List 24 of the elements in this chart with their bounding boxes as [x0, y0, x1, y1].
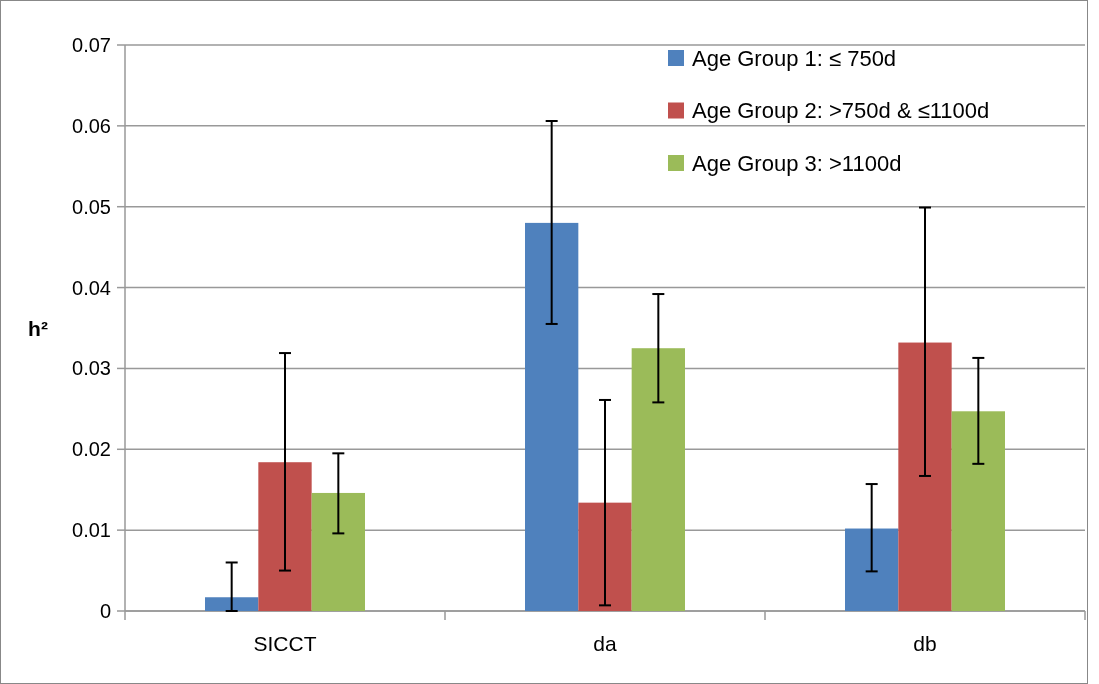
y-tick-label: 0.06 — [72, 114, 111, 137]
x-tick-label: db — [913, 632, 937, 655]
x-tick-label: SICCT — [253, 632, 317, 655]
bar — [898, 342, 952, 611]
legend-label: Age Group 1: ≤ 750d — [692, 45, 897, 71]
bar — [258, 462, 312, 611]
bar — [845, 528, 899, 611]
y-tick-label: 0.03 — [72, 357, 111, 380]
y-tick-label: 0.07 — [72, 34, 111, 56]
bar — [951, 411, 1005, 611]
bar — [525, 222, 579, 611]
y-tick-label: 0.04 — [72, 276, 111, 299]
y-tick-label: 0.02 — [72, 438, 111, 461]
legend-label: Age Group 3: >1100d — [692, 150, 902, 176]
bar — [578, 502, 632, 611]
y-tick-label: 0 — [99, 600, 111, 622]
bar — [205, 597, 259, 611]
y-tick-label: 0.05 — [72, 195, 111, 218]
legend-label: Age Group 2: >750d & ≤1100d — [692, 98, 990, 124]
bar — [631, 348, 685, 611]
x-tick-label: da — [593, 632, 617, 655]
y-tick-label: 0.01 — [72, 519, 111, 542]
bar — [311, 492, 365, 611]
y-axis-title: h² — [28, 317, 48, 340]
